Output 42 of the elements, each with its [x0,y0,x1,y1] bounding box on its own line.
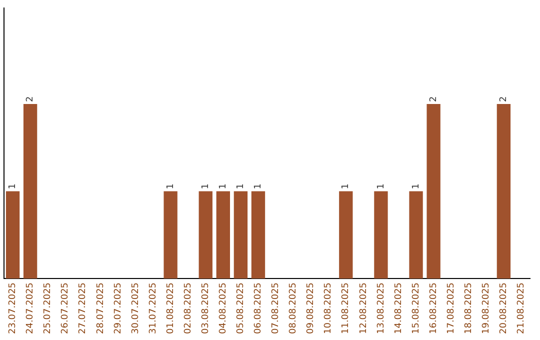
data-label: 1 [236,183,246,190]
data-label: 1 [218,183,229,190]
x-tick-label: 20.08.2025 [499,282,510,334]
x-tick-label: 10.08.2025 [324,282,334,334]
x-tick-label: 17.08.2025 [446,282,456,334]
x-tick-label: 21.08.2025 [516,282,527,334]
data-label: 1 [200,183,211,190]
x-tick-label: 04.08.2025 [218,282,229,334]
x-tick-label: 19.08.2025 [482,282,492,334]
x-tick-label: 16.08.2025 [428,282,439,334]
data-label: 1 [8,183,18,190]
x-tick-label: 30.07.2025 [130,282,141,334]
data-label: 2 [428,96,439,102]
x-tick-label: 01.08.2025 [166,282,176,334]
x-tick-label: 29.07.2025 [113,282,124,334]
x-tick-label: 09.08.2025 [306,282,316,334]
x-tick-label: 28.07.2025 [96,282,106,334]
data-label: 1 [254,183,264,190]
x-tick-label: 14.08.2025 [394,282,404,334]
x-tick-label: 25.07.2025 [43,282,54,334]
x-tick-label: 13.08.2025 [376,282,386,334]
x-tick-label: 08.08.2025 [288,282,299,334]
x-tick-label: 24.07.2025 [26,282,36,334]
x-tick-label: 07.08.2025 [271,282,282,334]
x-tick-label: 26.07.2025 [60,282,71,334]
x-tick-label: 05.08.2025 [236,282,246,334]
x-tick-label: 18.08.2025 [464,282,474,334]
data-label: 1 [411,183,422,190]
data-label: 2 [499,96,510,102]
x-tick-label: 12.08.2025 [358,282,369,334]
x-tick-label: 11.08.2025 [341,282,352,334]
data-label: 1 [341,183,352,190]
x-tick-label: 23.07.2025 [8,282,18,334]
x-tick-label: 06.08.2025 [254,282,264,334]
data-label: 2 [26,96,36,102]
data-label: 1 [376,183,386,190]
x-tick-label: 31.07.2025 [148,282,158,334]
x-tick-label: 15.08.2025 [411,282,422,334]
x-tick-label: 02.08.2025 [183,282,194,334]
data-label: 1 [166,183,176,190]
x-tick-label: 03.08.2025 [200,282,211,334]
x-tick-label: 27.07.2025 [78,282,88,334]
